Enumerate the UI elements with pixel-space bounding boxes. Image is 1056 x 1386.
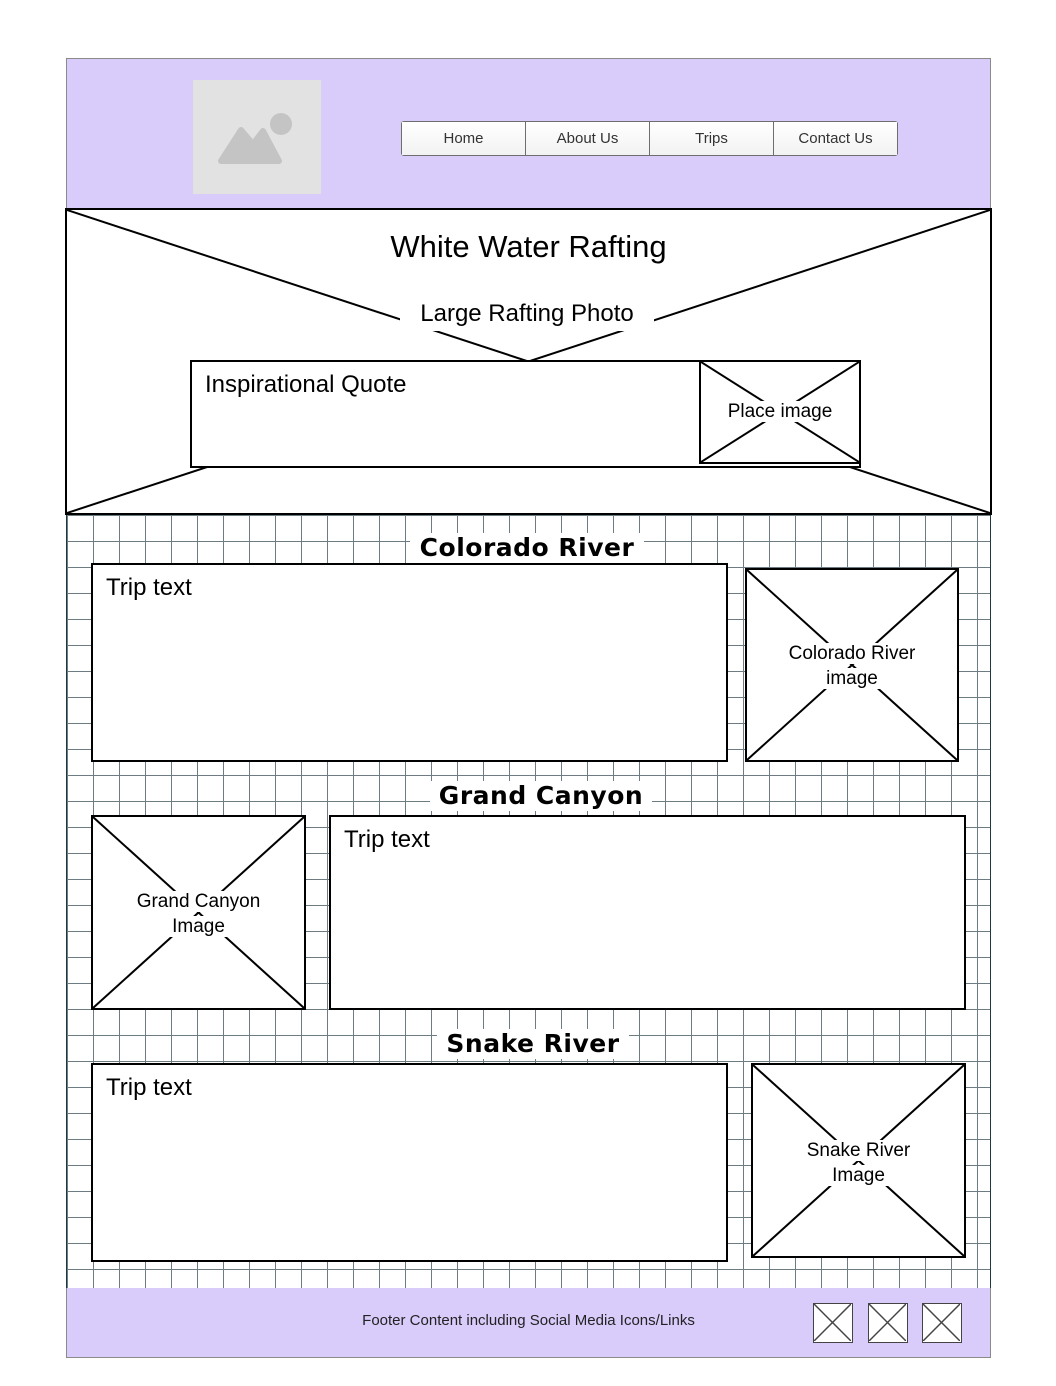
trip-text-box-grand-canyon — [329, 815, 966, 1010]
colorado-river-image-label-line2: image — [822, 668, 882, 689]
snake-river-image-label-line1: Snake River — [802, 1140, 915, 1161]
section-title-grand-canyon: Grand Canyon — [430, 781, 652, 811]
grand-canyon-image-label-line1: Grand Canyon — [132, 891, 265, 912]
hero-title: White Water Rafting — [390, 229, 667, 264]
footer-text: Footer Content including Social Media Ic… — [362, 1312, 695, 1329]
snake-river-image-placeholder: Snake River Image — [751, 1063, 966, 1258]
trip-text-grand-canyon: Trip text — [344, 826, 430, 853]
trip-text-box-colorado-river — [91, 563, 728, 762]
hero-photo-label: Large Rafting Photo — [400, 297, 654, 331]
social-media-icon-1[interactable] — [813, 1303, 853, 1343]
nav-home[interactable]: Home — [402, 122, 526, 155]
colorado-river-image-label-line1: Colorado River — [784, 643, 920, 664]
grand-canyon-image-label-line2: Image — [168, 916, 229, 937]
snake-river-image-label-line2: Image — [828, 1165, 889, 1186]
main-nav: Home About Us Trips Contact Us — [401, 121, 898, 156]
place-image-label: Place image — [723, 401, 837, 422]
section-title-colorado-river: Colorado River — [410, 533, 644, 563]
trip-text-box-snake-river — [91, 1063, 728, 1262]
nav-trips[interactable]: Trips — [650, 122, 774, 155]
trip-text-colorado-river: Trip text — [106, 574, 192, 601]
quote-label: Inspirational Quote — [205, 371, 407, 398]
logo-placeholder-icon[interactable] — [193, 80, 321, 194]
social-media-icon-2[interactable] — [868, 1303, 908, 1343]
trip-text-snake-river: Trip text — [106, 1074, 192, 1101]
social-media-icon-3[interactable] — [922, 1303, 962, 1343]
nav-contact-us[interactable]: Contact Us — [774, 122, 897, 155]
grand-canyon-image-placeholder: Grand Canyon Image — [91, 815, 306, 1010]
section-title-snake-river: Snake River — [437, 1029, 629, 1059]
nav-about-us[interactable]: About Us — [526, 122, 650, 155]
place-image-placeholder: Place image — [699, 360, 861, 464]
colorado-river-image-placeholder: Colorado River image — [745, 568, 959, 762]
